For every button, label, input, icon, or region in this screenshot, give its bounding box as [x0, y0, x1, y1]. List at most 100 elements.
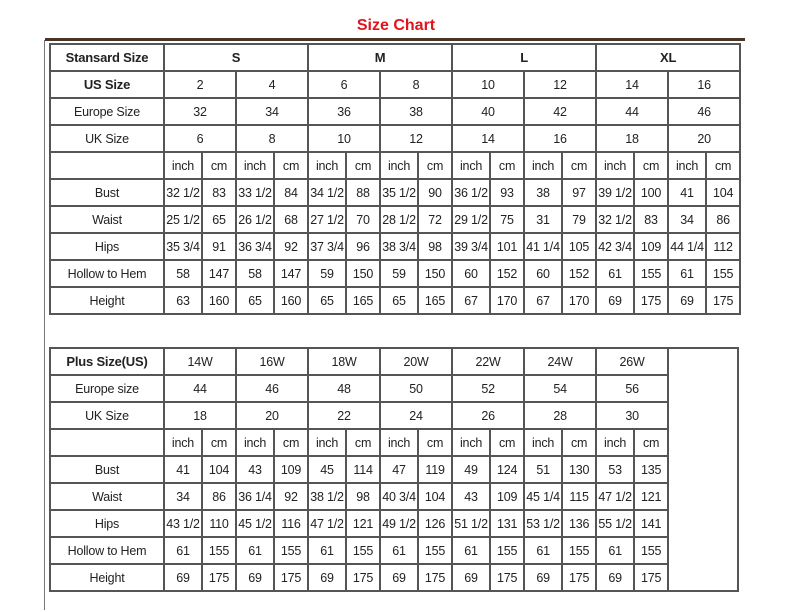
table-cell: 61 [235, 536, 276, 565]
table-cell: 175 [345, 563, 382, 592]
uk-size-row: UK Size 18 20 22 24 26 28 30 [49, 401, 738, 430]
table-cell: 34 [667, 205, 708, 234]
unit-inch: inch [163, 151, 203, 180]
table-cell: 92 [273, 482, 310, 511]
unit-inch: inch [307, 151, 348, 180]
table-cell: 61 [595, 259, 636, 288]
table-cell: 41 1/4 [523, 232, 564, 261]
table-cell: 67 [451, 286, 492, 315]
table-cell: 61 [163, 536, 203, 565]
table-cell: 63 [163, 286, 203, 315]
row-label: Hollow to Hem [49, 536, 165, 565]
table-cell: 69 [379, 563, 420, 592]
table-cell: 43 [235, 455, 276, 484]
row-label: Europe size [49, 374, 165, 403]
table-cell: 20 [667, 124, 742, 153]
table-cell: 27 1/2 [307, 205, 348, 234]
size-group-l: L [451, 43, 598, 72]
table-cell: 155 [489, 536, 526, 565]
table-cell: 6 [163, 124, 237, 153]
table-cell: 6 [307, 70, 382, 99]
table-cell: 92 [272, 232, 310, 261]
table-cell: 119 [417, 455, 454, 484]
table-cell: 130 [561, 455, 598, 484]
unit-cm: cm [200, 428, 238, 457]
table-cell: 83 [633, 205, 670, 234]
table-cell: 170 [489, 286, 526, 315]
table-cell: 53 [595, 455, 636, 484]
unit-inch: inch [595, 151, 636, 180]
table-cell: 115 [561, 482, 598, 511]
table-cell: 160 [272, 286, 310, 315]
table-cell: 53 1/2 [523, 509, 564, 538]
table-cell: 86 [705, 205, 742, 234]
table-cell: 175 [633, 286, 670, 315]
table-cell: 84 [272, 178, 310, 207]
table-cell: 79 [561, 205, 598, 234]
table-cell: 35 1/2 [379, 178, 420, 207]
table-cell: 104 [705, 178, 742, 207]
left-divider [44, 40, 45, 610]
table-cell: 55 1/2 [595, 509, 636, 538]
table-cell: 91 [201, 232, 237, 261]
table-cell: 150 [417, 259, 454, 288]
table-cell: 105 [561, 232, 598, 261]
table-cell: 97 [561, 178, 598, 207]
unit-inch: inch [451, 151, 492, 180]
table-cell: 33 1/2 [235, 178, 275, 207]
table-cell: 165 [417, 286, 454, 315]
row-label: Bust [49, 455, 165, 484]
table-cell: 98 [345, 482, 382, 511]
table-cell: 44 1/4 [667, 232, 708, 261]
table-cell: 61 [523, 536, 564, 565]
table-cell: 109 [273, 455, 310, 484]
table-cell: 59 [379, 259, 420, 288]
table-cell: 56 [595, 374, 670, 403]
unit-inch: inch [235, 151, 275, 180]
table-cell: 51 1/2 [451, 509, 492, 538]
table-cell: 59 [307, 259, 348, 288]
table-cell: 39 1/2 [595, 178, 636, 207]
table-cell: 45 [307, 455, 348, 484]
table-cell: 10 [451, 70, 526, 99]
table-cell: 155 [417, 536, 454, 565]
table-cell: 67 [523, 286, 564, 315]
table-cell: 34 [163, 482, 203, 511]
unit-row: inch cm inch cm inch cm inch cm inch cm inch cm inch… [49, 428, 738, 457]
table-cell: 60 [523, 259, 564, 288]
table-cell: 65 [235, 286, 275, 315]
table-cell: 36 1/4 [235, 482, 276, 511]
table-cell: 44 [162, 374, 238, 403]
row-label: Height [49, 286, 165, 315]
table-cell: 12 [523, 70, 598, 99]
table-cell: 175 [273, 563, 310, 592]
table-cell: 155 [200, 536, 238, 565]
table-cell: 28 1/2 [379, 205, 420, 234]
plus-size-row: Plus Size(US) 14W 16W 18W 20W 22W 24W 26W [49, 347, 740, 592]
table-cell: 42 3/4 [595, 232, 636, 261]
row-label: Waist [49, 205, 165, 234]
size-group-m: M [307, 43, 454, 72]
table-cell: 175 [561, 563, 598, 592]
unit-cm: cm [633, 151, 670, 180]
table-cell: 88 [345, 178, 382, 207]
table-cell: 18 [162, 401, 238, 430]
table-cell: 36 [307, 97, 382, 126]
table-cell: 34 [234, 97, 310, 126]
size-group-s: S [162, 43, 310, 72]
table-cell: 69 [523, 563, 564, 592]
plus-size-table: Plus Size(US) 14W 16W 18W 20W 22W 24W 26W Europe… [49, 347, 740, 592]
table-cell: 49 [451, 455, 492, 484]
table-cell: 20 [235, 401, 310, 430]
row-label: Height [49, 563, 165, 592]
size-group-xl: XL [595, 43, 742, 72]
measurement-row: Bust 32 1/2 83 33 1/2 84 34 1/2 88 35 1/2 90 36 1… [49, 178, 742, 207]
table-cell: 47 1/2 [307, 509, 348, 538]
table-cell: 155 [633, 259, 670, 288]
table-cell: 34 1/2 [307, 178, 348, 207]
table-cell: 49 1/2 [379, 509, 420, 538]
top-divider [45, 38, 745, 41]
unit-inch: inch [379, 151, 420, 180]
table-cell: 40 3/4 [379, 482, 420, 511]
table-cell: 22W [451, 347, 526, 376]
